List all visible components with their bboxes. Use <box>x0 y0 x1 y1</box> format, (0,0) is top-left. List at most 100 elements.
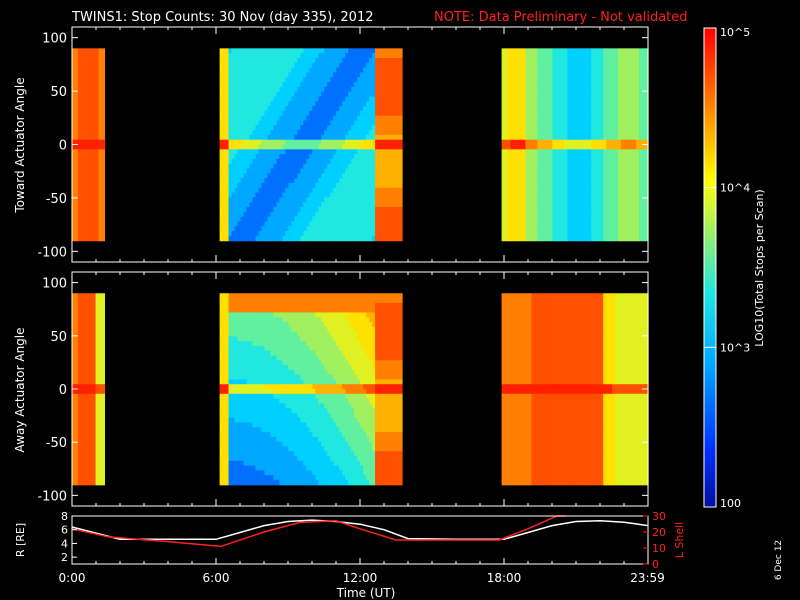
heatmap-cell <box>315 62 319 69</box>
heatmap-cell <box>315 182 319 189</box>
heatmap-cell <box>507 173 512 179</box>
heatmap-cell <box>86 57 91 64</box>
heatmap-cell <box>228 187 233 194</box>
heatmap-cell <box>570 115 574 122</box>
heatmap-cell <box>396 62 400 69</box>
heatmap-cell <box>501 62 506 69</box>
heatmap-cell <box>390 182 394 189</box>
heatmap-cell <box>561 221 565 227</box>
heatmap-cell <box>86 67 91 73</box>
heatmap-cell <box>399 206 403 213</box>
heatmap-cell <box>228 57 233 64</box>
heatmap-cell <box>72 86 76 93</box>
heatmap-cell <box>74 173 79 179</box>
heatmap-cell <box>291 158 295 165</box>
heatmap-cell <box>555 53 559 59</box>
heatmap-cell <box>501 57 506 64</box>
heatmap-cell <box>92 125 97 131</box>
heatmap-cell <box>279 168 283 174</box>
heatmap-cell <box>561 139 565 146</box>
heatmap-cell <box>525 149 530 155</box>
heatmap-cell <box>285 91 289 98</box>
heatmap-cell <box>98 77 103 83</box>
heatmap-cell <box>288 91 292 98</box>
heatmap-cell <box>324 197 328 203</box>
heatmap-cell <box>372 149 376 155</box>
heatmap-cell <box>387 178 391 184</box>
heatmap-cell <box>303 86 307 93</box>
heatmap-cell <box>255 120 260 126</box>
heatmap-cell <box>381 115 385 122</box>
heatmap-cell <box>231 163 236 170</box>
heatmap-cell <box>513 77 518 83</box>
heatmap-cell <box>366 57 370 64</box>
heatmap-cell <box>522 91 527 98</box>
heatmap-cell <box>348 216 352 223</box>
heatmap-cell <box>77 182 82 189</box>
heatmap-cell <box>393 211 397 218</box>
heatmap-cell <box>564 173 568 179</box>
heatmap-cell <box>360 221 364 227</box>
heatmap-cell <box>300 197 304 203</box>
heatmap-cell <box>345 139 349 146</box>
heatmap-cell <box>324 173 328 179</box>
heatmap-cell <box>372 206 376 213</box>
heatmap-cell <box>384 182 388 189</box>
heatmap-cell <box>255 67 260 73</box>
heatmap-cell <box>89 101 94 107</box>
heatmap-cell <box>285 101 289 107</box>
heatmap-cell <box>525 173 530 179</box>
heatmap-cell <box>240 182 245 189</box>
heatmap-cell <box>390 226 394 232</box>
heatmap-cell <box>546 182 551 189</box>
heatmap-cell <box>294 139 298 146</box>
heatmap-cell <box>101 211 105 218</box>
heatmap-cell <box>291 197 295 203</box>
heatmap-cell <box>504 178 509 184</box>
heatmap-cell <box>570 163 574 170</box>
heatmap-cell <box>387 192 391 198</box>
heatmap-cell <box>504 134 509 141</box>
heatmap-cell <box>546 62 551 69</box>
heatmap-cell <box>513 197 518 203</box>
heatmap-cell <box>513 115 518 122</box>
heatmap-cell <box>507 192 512 198</box>
heatmap-cell <box>513 86 518 93</box>
heatmap-cell <box>327 173 331 179</box>
heatmap-cell <box>399 134 403 141</box>
heatmap-cell <box>561 62 565 69</box>
heatmap-cell <box>72 134 76 141</box>
heatmap-cell <box>513 187 518 194</box>
heatmap-cell <box>345 163 349 170</box>
heatmap-cell <box>330 125 334 131</box>
heatmap-cell <box>513 168 518 174</box>
heatmap-cell <box>234 144 239 150</box>
heatmap-cell <box>243 134 248 141</box>
heatmap-cell <box>558 235 562 242</box>
heatmap-cell <box>74 154 79 160</box>
heatmap-cell <box>351 173 355 179</box>
heatmap-cell <box>273 144 278 150</box>
heatmap-cell <box>225 72 230 78</box>
heatmap-cell <box>80 53 85 59</box>
heatmap-cell <box>318 134 322 141</box>
heatmap-cell <box>384 82 388 88</box>
heatmap-cell <box>336 91 340 98</box>
heatmap-cell <box>534 120 539 126</box>
heatmap-cell <box>336 67 340 73</box>
heatmap-cell <box>288 211 292 218</box>
heatmap-cell <box>279 67 283 73</box>
heatmap-cell <box>291 149 295 155</box>
heatmap-cell <box>519 168 524 174</box>
heatmap-cell <box>549 67 553 73</box>
heatmap-cell <box>270 144 275 150</box>
heatmap-cell <box>285 206 289 213</box>
heatmap-cell <box>318 231 322 237</box>
heatmap-cell <box>381 158 385 165</box>
heatmap-cell <box>95 101 100 107</box>
heatmap-cell <box>273 101 278 107</box>
heatmap-cell <box>387 173 391 179</box>
heatmap-cell <box>387 48 391 54</box>
heatmap-cell <box>83 130 88 136</box>
heatmap-cell <box>95 110 100 117</box>
